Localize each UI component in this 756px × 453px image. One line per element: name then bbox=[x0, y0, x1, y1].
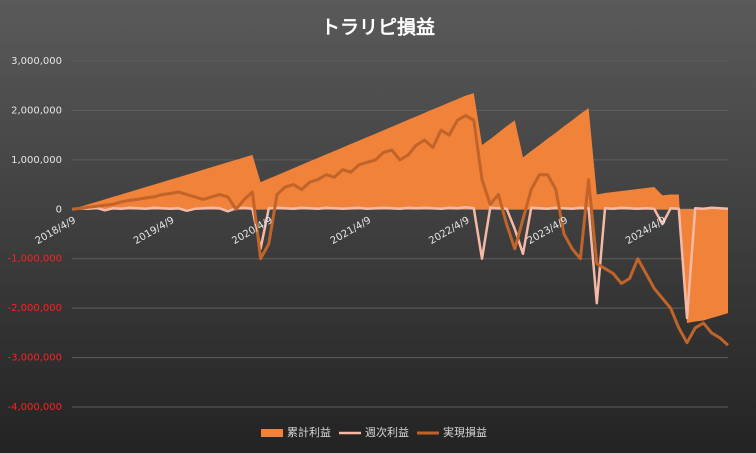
y-tick-label: -1,000,000 bbox=[7, 254, 62, 265]
legend-label: 累計利益 bbox=[287, 425, 331, 439]
y-tick-label: 2,000,000 bbox=[11, 105, 62, 116]
legend-label: 週次利益 bbox=[365, 425, 409, 439]
chart-title: トラリピ損益 bbox=[321, 16, 435, 39]
y-tick-label: 3,000,000 bbox=[11, 56, 62, 67]
y-tick-label: -4,000,000 bbox=[7, 402, 62, 413]
legend-label: 実現損益 bbox=[443, 425, 487, 439]
y-tick-label: -3,000,000 bbox=[7, 353, 62, 364]
y-tick-label: 0 bbox=[56, 204, 62, 215]
legend-swatch bbox=[261, 429, 283, 437]
y-tick-label: 1,000,000 bbox=[11, 155, 62, 166]
line bbox=[71, 206, 729, 320]
line bbox=[71, 113, 730, 347]
y-tick-label: -2,000,000 bbox=[7, 303, 62, 314]
